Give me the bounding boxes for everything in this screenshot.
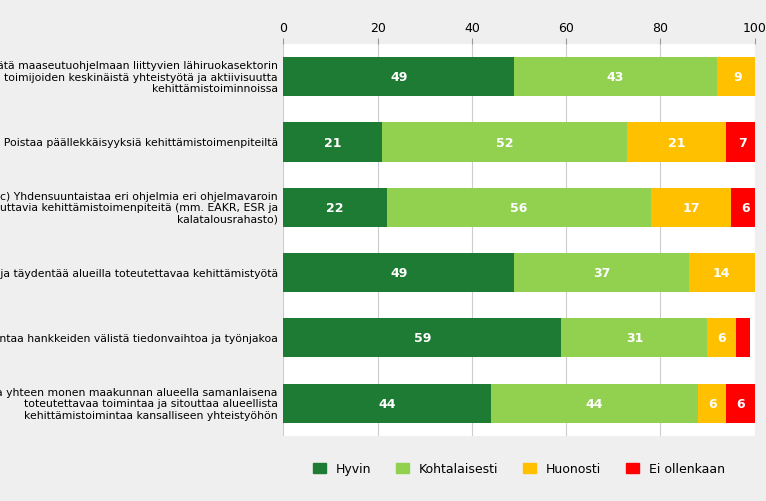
Bar	[491, 384, 698, 423]
Bar	[387, 188, 651, 227]
Bar	[689, 254, 755, 293]
Bar	[651, 188, 731, 227]
Text: 17: 17	[683, 201, 699, 214]
Text: 31: 31	[626, 332, 643, 345]
Bar	[726, 384, 755, 423]
Text: 21: 21	[668, 136, 686, 149]
Text: 9: 9	[734, 71, 742, 84]
Text: 6: 6	[708, 397, 716, 410]
Text: 43: 43	[607, 71, 624, 84]
Bar	[731, 188, 759, 227]
Text: 49: 49	[390, 71, 408, 84]
Text: 14: 14	[713, 267, 730, 280]
Bar	[726, 123, 759, 162]
Text: 7: 7	[738, 136, 747, 149]
Bar	[561, 319, 708, 358]
Text: 21: 21	[324, 136, 342, 149]
Bar	[514, 254, 689, 293]
Legend: Hyvin, Kohtalaisesti, Huonosti, Ei ollenkaan: Hyvin, Kohtalaisesti, Huonosti, Ei ollen…	[309, 457, 729, 480]
Bar	[627, 123, 726, 162]
Text: 49: 49	[390, 267, 408, 280]
Text: 22: 22	[326, 201, 344, 214]
Text: 52: 52	[496, 136, 513, 149]
Bar	[283, 58, 514, 97]
Text: 37: 37	[593, 267, 610, 280]
Bar	[283, 188, 387, 227]
Bar	[514, 58, 717, 97]
Bar	[698, 384, 726, 423]
Text: 6: 6	[741, 201, 749, 214]
Bar	[717, 58, 759, 97]
Bar	[382, 123, 627, 162]
Text: 44: 44	[378, 397, 396, 410]
Bar	[283, 254, 514, 293]
Text: 44: 44	[585, 397, 603, 410]
Bar	[708, 319, 735, 358]
Text: 6: 6	[736, 397, 745, 410]
Bar	[283, 123, 382, 162]
Text: 6: 6	[717, 332, 726, 345]
Text: 56: 56	[510, 201, 528, 214]
Text: 59: 59	[414, 332, 431, 345]
Bar	[283, 384, 491, 423]
Bar	[735, 319, 750, 358]
Bar	[283, 319, 561, 358]
